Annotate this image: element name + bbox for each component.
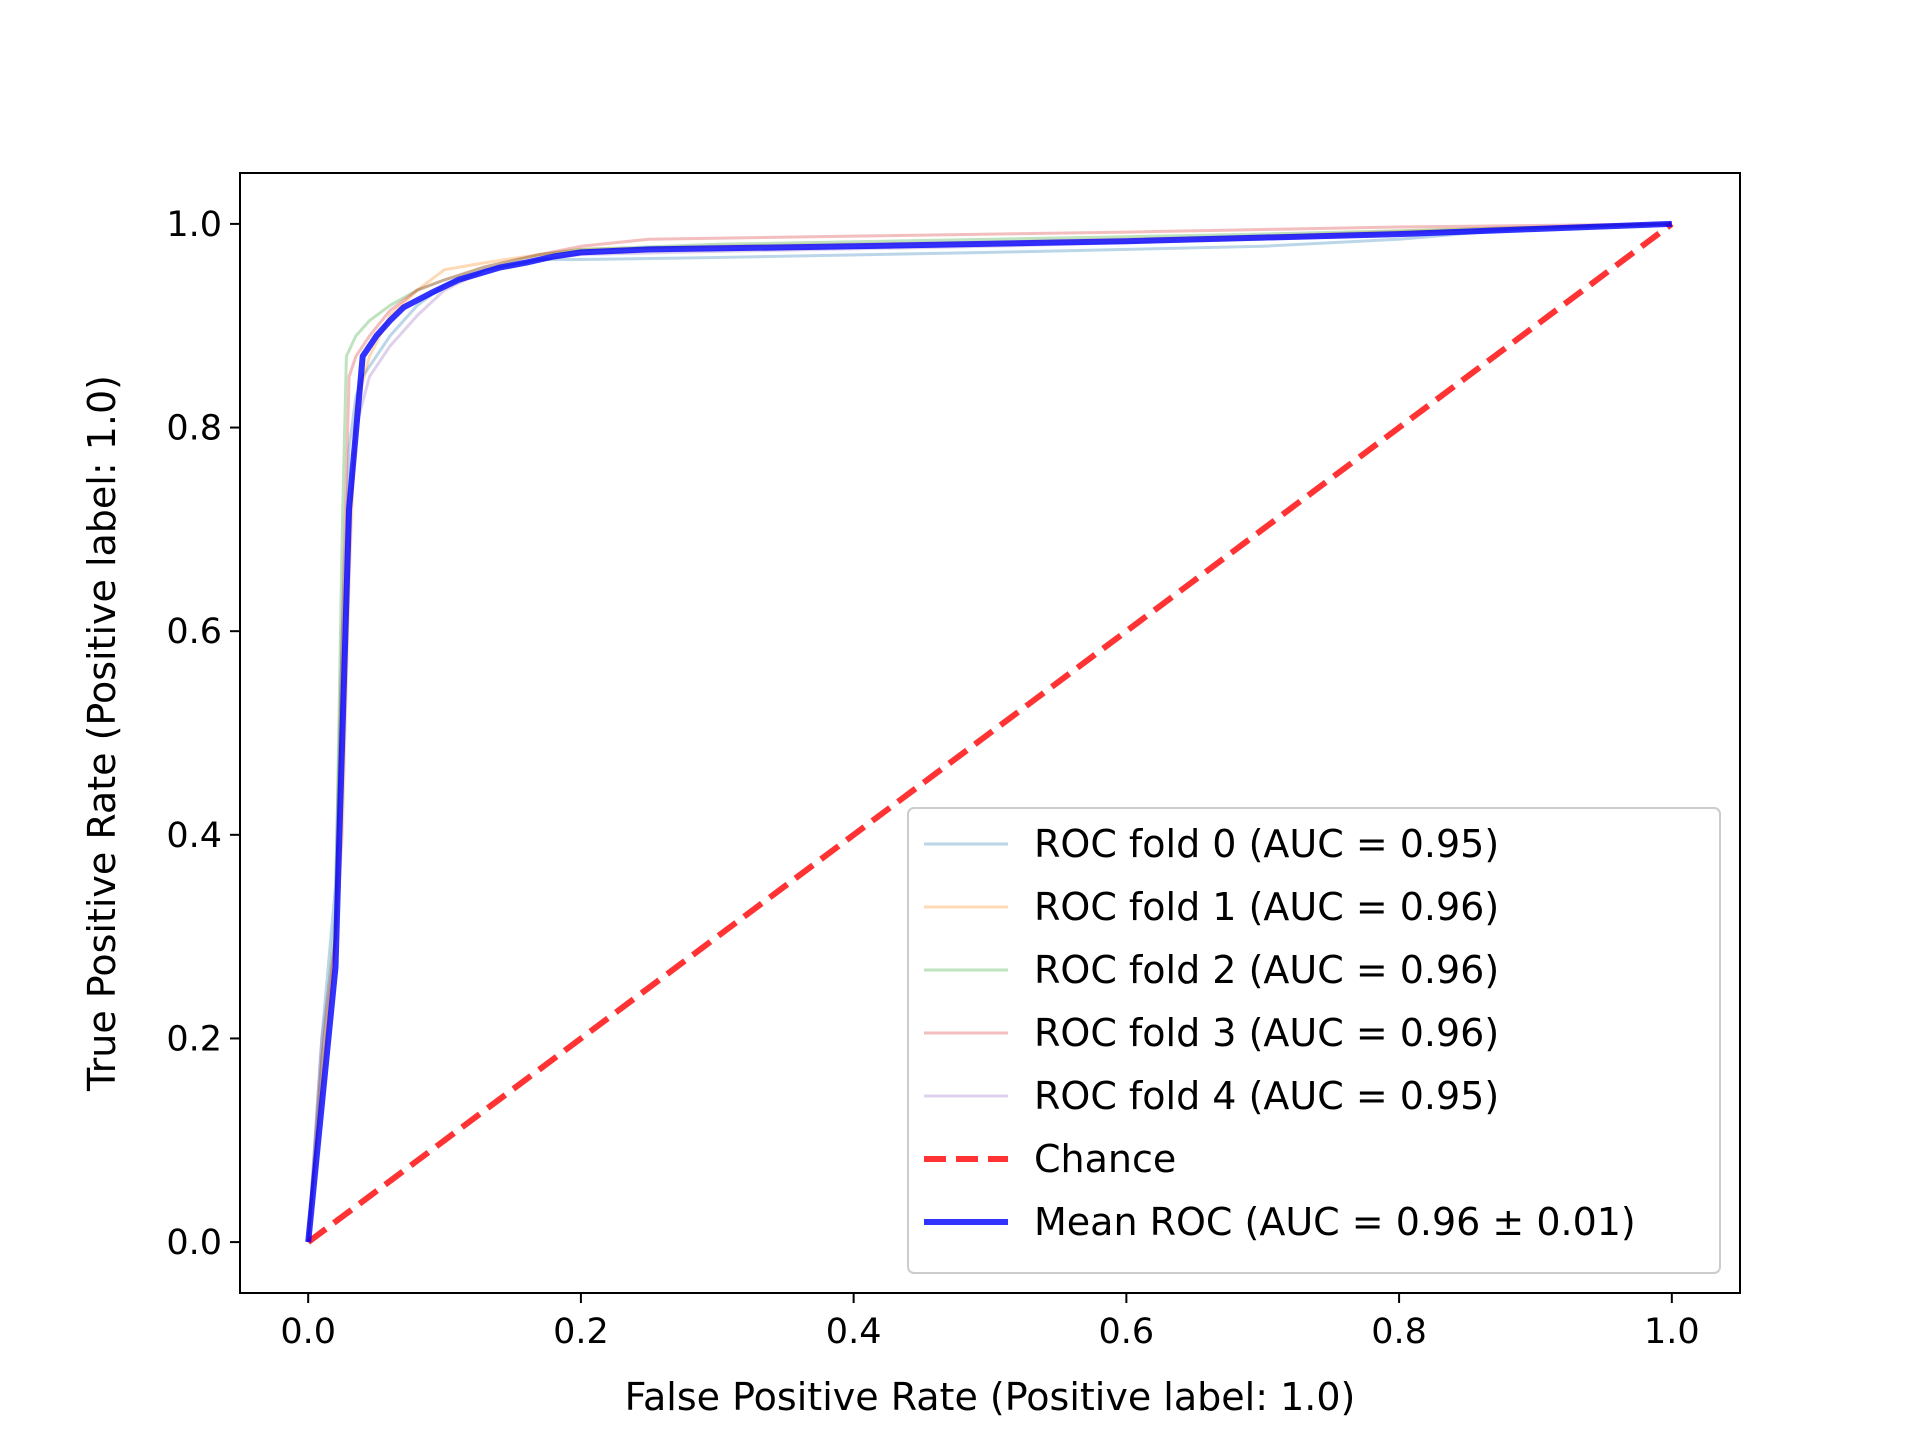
x-tick-label: 0.2 (553, 1312, 609, 1352)
y-tick-label: 0.0 (166, 1223, 222, 1263)
legend-label-roc-fold-0-auc-0-95: ROC fold 0 (AUC = 0.95) (1034, 822, 1499, 866)
legend-label-roc-fold-1-auc-0-96: ROC fold 1 (AUC = 0.96) (1034, 885, 1499, 929)
x-tick-label: 0.4 (826, 1312, 882, 1352)
y-tick-label: 1.0 (166, 205, 222, 245)
legend: ROC fold 0 (AUC = 0.95) ROC fold 1 (AUC =… (907, 807, 1721, 1274)
legend-label-roc-fold-2-auc-0-96: ROC fold 2 (AUC = 0.96) (1034, 948, 1499, 992)
legend-label-roc-fold-4-auc-0-95: ROC fold 4 (AUC = 0.95) (1034, 1074, 1499, 1118)
x-tick-label: 0.8 (1371, 1312, 1427, 1352)
x-axis: 0.0 0.2 0.4 0.6 0.8 1.0 (280, 1293, 1700, 1352)
x-tick-label: 1.0 (1644, 1312, 1700, 1352)
y-axis: 0.0 0.2 0.4 0.6 0.8 1.0 (166, 205, 240, 1263)
series-line-chance (306, 221, 1674, 1245)
axes-frame (239, 172, 1741, 1294)
plot-area (305, 220, 1674, 1245)
x-tick-label: 0.0 (280, 1312, 336, 1352)
y-tick-label: 0.2 (166, 1019, 222, 1059)
legend-box (907, 807, 1721, 1274)
x-axis-label: False Positive Rate (Positive label: 1.0… (625, 1375, 1356, 1419)
x-tick-label: 0.6 (1099, 1312, 1155, 1352)
legend-label-mean-roc-auc-0-96-0-01: Mean ROC (AUC = 0.96 ± 0.01) (1034, 1200, 1636, 1244)
legend-label-chance: Chance (1034, 1137, 1176, 1181)
y-tick-label: 0.8 (166, 409, 222, 449)
series-line-mean-roc-auc-0-96-0-01 (305, 220, 1672, 1243)
series-line-roc-fold-2-auc-0-96 (306, 222, 1672, 1243)
y-tick-label: 0.4 (166, 816, 222, 856)
legend-label-roc-fold-3-auc-0-96: ROC fold 3 (AUC = 0.96) (1034, 1011, 1499, 1055)
y-axis-label: True Positive Rate (Positive label: 1.0) (80, 375, 124, 1092)
y-tick-label: 0.6 (166, 612, 222, 652)
